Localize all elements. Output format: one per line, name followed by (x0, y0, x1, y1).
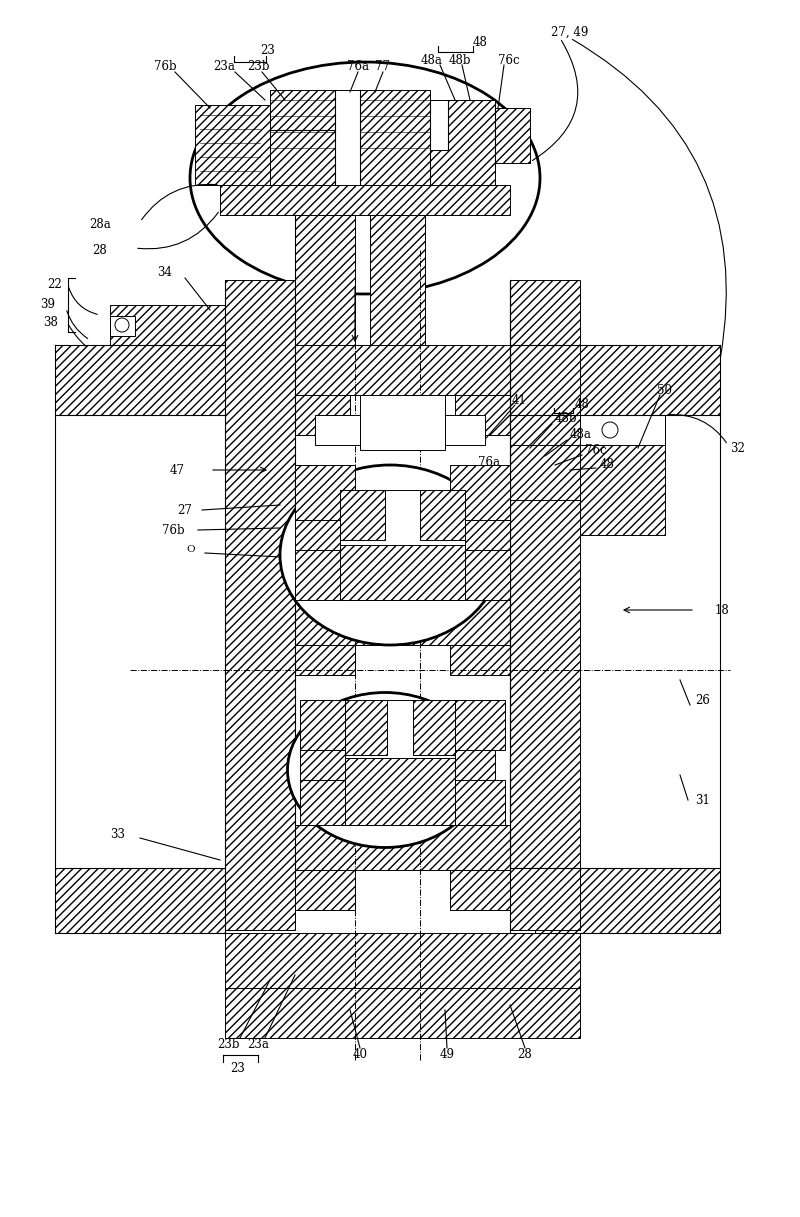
Bar (510, 445, 610, 500)
Text: 33: 33 (110, 829, 126, 841)
Bar (295, 600, 510, 645)
Bar (295, 870, 355, 910)
Bar (55, 868, 225, 933)
Bar (55, 344, 225, 415)
Text: 76b: 76b (162, 523, 185, 537)
Text: 27, 49: 27, 49 (551, 26, 589, 39)
Text: 48a: 48a (421, 54, 443, 67)
Bar (450, 700, 505, 750)
Text: 40: 40 (353, 1049, 367, 1061)
Bar (225, 280, 295, 930)
Bar (220, 185, 510, 215)
Bar (295, 825, 510, 870)
Bar (580, 415, 665, 445)
Bar (315, 415, 360, 445)
Text: 76a: 76a (347, 61, 369, 73)
Bar (370, 215, 425, 360)
Text: 22: 22 (47, 277, 62, 291)
Bar (580, 415, 665, 535)
Text: 38: 38 (43, 315, 58, 329)
Text: 32: 32 (730, 442, 745, 454)
Text: 48b: 48b (449, 54, 471, 67)
Bar (450, 780, 505, 825)
Text: 28: 28 (518, 1049, 532, 1061)
Bar (360, 90, 430, 185)
Bar (110, 305, 240, 344)
Bar (430, 100, 448, 150)
Text: 48: 48 (600, 459, 615, 471)
Bar (295, 396, 350, 434)
Text: 23b: 23b (246, 61, 270, 73)
Bar (340, 490, 385, 540)
Text: 76b: 76b (154, 61, 176, 73)
Ellipse shape (287, 692, 482, 847)
Bar (420, 490, 465, 540)
Text: 23: 23 (261, 44, 275, 56)
Bar (360, 396, 445, 450)
Bar (413, 700, 455, 755)
Bar (295, 344, 510, 396)
Text: 47: 47 (170, 464, 185, 477)
Text: 49: 49 (439, 1049, 454, 1061)
Text: 23a: 23a (247, 1038, 269, 1051)
Bar (225, 988, 580, 1038)
Text: 23: 23 (230, 1061, 246, 1075)
Bar (455, 396, 510, 434)
Ellipse shape (190, 62, 540, 295)
Bar (295, 550, 355, 600)
Bar (340, 545, 465, 600)
Bar (300, 780, 355, 825)
Text: 39: 39 (40, 298, 55, 312)
Bar (535, 868, 720, 933)
Text: 48: 48 (473, 35, 487, 49)
Bar (340, 490, 465, 600)
Bar (345, 758, 455, 825)
Text: 48: 48 (574, 398, 590, 411)
Bar (345, 700, 387, 755)
Bar (345, 700, 455, 825)
Text: 23a: 23a (213, 61, 235, 73)
Ellipse shape (280, 465, 500, 645)
Text: 18: 18 (715, 604, 730, 617)
Circle shape (602, 422, 618, 438)
Bar (270, 90, 335, 185)
Text: 76c: 76c (498, 54, 520, 67)
Text: O: O (186, 545, 195, 555)
Bar (450, 645, 510, 675)
Bar (450, 870, 510, 910)
Text: 77: 77 (375, 61, 390, 73)
Text: 76a: 76a (478, 456, 500, 470)
Text: 23b: 23b (217, 1038, 239, 1051)
Text: 34: 34 (158, 265, 173, 279)
Bar (510, 280, 580, 930)
Bar (295, 645, 355, 675)
Text: 50: 50 (658, 383, 673, 397)
Text: 28a: 28a (89, 219, 111, 231)
Text: 31: 31 (695, 793, 710, 807)
Bar (450, 550, 510, 600)
Bar (535, 344, 720, 415)
Text: 48b: 48b (555, 411, 578, 425)
Text: 48a: 48a (570, 428, 592, 442)
Bar (450, 465, 510, 520)
Bar (430, 100, 495, 185)
Bar (440, 415, 485, 445)
Text: 28: 28 (93, 243, 107, 257)
Text: 76c: 76c (585, 443, 606, 456)
Bar (295, 215, 355, 360)
Text: 41: 41 (512, 393, 527, 406)
Bar (300, 700, 355, 750)
Circle shape (115, 318, 129, 332)
Bar (295, 465, 355, 520)
Bar (495, 108, 530, 163)
Bar (225, 933, 580, 988)
Bar (295, 520, 510, 550)
Bar (110, 316, 135, 336)
Bar (300, 750, 495, 780)
Bar (195, 105, 270, 185)
Text: 27: 27 (177, 504, 192, 516)
Text: 26: 26 (695, 694, 710, 707)
Bar (335, 90, 360, 185)
